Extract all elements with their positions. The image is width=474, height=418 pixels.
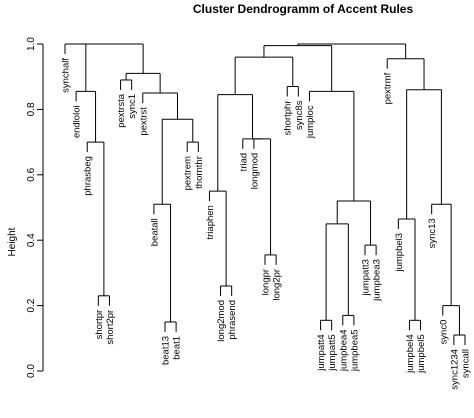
leaf-label: endloloi <box>72 105 83 138</box>
y-tick-label: 1.0 <box>26 37 37 51</box>
leaf-label: jumpatt4 <box>316 334 327 371</box>
leaf-label: pextrem <box>183 156 194 190</box>
leaf-label: sync13 <box>427 218 438 248</box>
leaf-label: synchalf <box>61 58 72 93</box>
leaf-label: sync1234 <box>449 349 460 390</box>
leaf-label: jumpbel4 <box>405 334 416 374</box>
leaf-label: pextrst <box>138 107 149 136</box>
y-axis-label: Height <box>7 227 18 256</box>
leaf-label: jumpatt5 <box>327 334 338 371</box>
leaf-label: phrasend <box>227 300 238 340</box>
leaf-label: jumploc <box>305 105 316 139</box>
leaf-label: sync8s <box>294 100 305 130</box>
leaf-label: jumpbea3 <box>372 259 383 302</box>
leaf-label: longpr <box>261 269 272 295</box>
leaf-label: sync0 <box>438 320 449 345</box>
y-tick-label: 0.0 <box>26 364 37 378</box>
leaf-label: shortphr <box>283 101 294 136</box>
leaf-label: pextrmf <box>383 72 394 104</box>
leaf-label: longmod <box>249 153 260 189</box>
leaf-label: jumpbea4 <box>338 329 349 372</box>
leaf-label: jumpbel3 <box>394 233 405 273</box>
leaf-label: phrasbeg <box>83 156 94 196</box>
leaf-label: pextrsta <box>116 93 127 128</box>
leaf-label: short2pr <box>105 310 116 345</box>
leaf-label: beatall <box>149 218 160 246</box>
leaf-label: sync1 <box>127 94 138 119</box>
leaf-label: syncall <box>461 349 472 378</box>
leaf-label: triad <box>238 153 249 171</box>
leaf-label: long2pr <box>272 269 283 301</box>
leaf-label: beat13 <box>161 336 172 365</box>
y-axis: 0.0 0.2 0.4 0.6 0.8 1.0 <box>26 37 44 378</box>
leaf-label: thornthr <box>194 156 205 189</box>
leaf-label: jumpbel5 <box>416 334 427 374</box>
leaf-label: jumpbea5 <box>349 329 360 372</box>
leaf-label: triaphen <box>205 205 216 239</box>
leaf-label: jumpatt3 <box>361 259 372 296</box>
y-tick-label: 0.6 <box>26 167 37 181</box>
chart-title: Cluster Dendrogramm of Accent Rules <box>193 2 414 16</box>
leaf-label: long2mod <box>216 300 227 342</box>
dendrogram-branches <box>64 43 466 346</box>
leaf-labels: synchalf endloloi phrasbeg shortpr short2pr p… <box>61 58 472 390</box>
leaf-label: shortpr <box>94 310 105 340</box>
y-tick-label: 0.2 <box>26 298 37 312</box>
y-tick-label: 0.4 <box>26 233 37 247</box>
y-tick-label: 0.8 <box>26 102 37 116</box>
leaf-label: beat1 <box>172 336 183 360</box>
